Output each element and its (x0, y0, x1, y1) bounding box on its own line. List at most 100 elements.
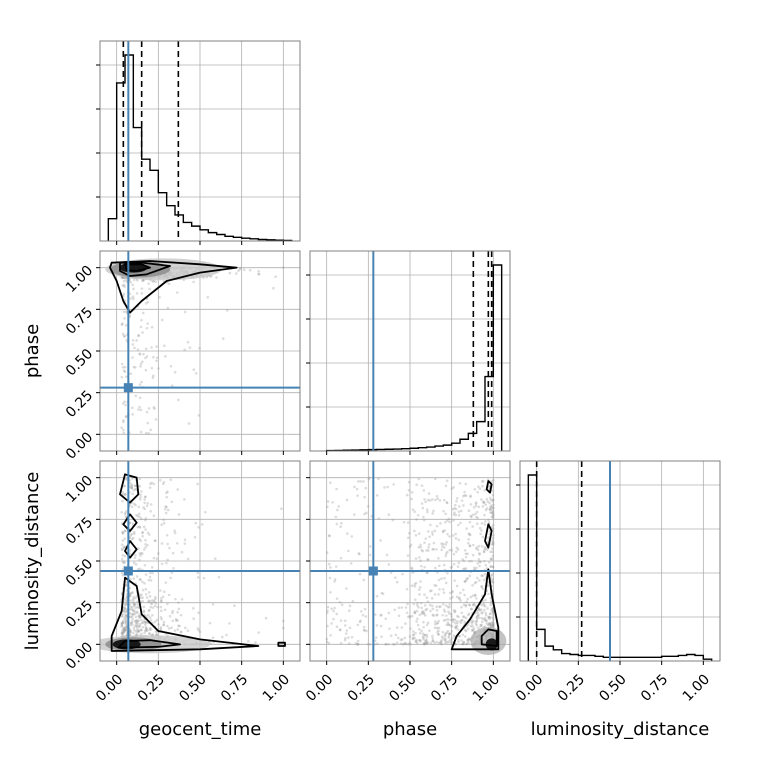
sample-point (466, 597, 470, 601)
sample-point (428, 499, 432, 502)
sample-point (162, 521, 166, 525)
sample-point (143, 563, 147, 567)
contour-outer (450, 568, 500, 651)
sample-point (414, 640, 418, 644)
sample-point (138, 567, 141, 571)
sample-point (481, 479, 485, 483)
sample-point (485, 497, 489, 501)
sample-point (415, 641, 419, 645)
sample-point (433, 529, 437, 533)
sample-point (487, 621, 491, 625)
sample-point (410, 491, 414, 494)
sample-point (162, 518, 165, 522)
sample-point (474, 502, 478, 506)
sample-point (491, 609, 494, 612)
sample-point (387, 642, 390, 646)
sample-point (350, 535, 354, 538)
sample-point (325, 611, 329, 615)
sample-point (140, 593, 143, 596)
sample-point (131, 339, 135, 342)
sample-point (491, 512, 495, 516)
sample-point (137, 334, 140, 337)
sample-point (406, 521, 410, 524)
y-tick-label: 0.75 (63, 304, 96, 337)
sample-point (136, 525, 140, 529)
sample-point (159, 609, 163, 613)
sample-point (491, 478, 495, 482)
sample-point (124, 620, 127, 623)
sample-point (436, 631, 439, 634)
sample-point (396, 636, 400, 640)
sample-point (132, 626, 136, 630)
sample-point (139, 365, 142, 368)
sample-point (130, 486, 134, 490)
sample-point (442, 546, 446, 549)
sample-point (206, 295, 210, 299)
sample-point (410, 584, 414, 588)
sample-point (209, 642, 213, 646)
sample-point (129, 599, 133, 602)
sample-point (423, 634, 427, 637)
sample-point (177, 398, 180, 402)
sample-point (431, 530, 434, 534)
sample-point (466, 639, 470, 642)
sample-point (443, 635, 447, 638)
sample-point (487, 486, 491, 489)
sample-point (326, 500, 330, 503)
sample-point (388, 627, 391, 631)
sample-point (197, 526, 200, 529)
sample-point (457, 505, 461, 508)
sample-point (451, 595, 454, 599)
sample-point (442, 619, 446, 622)
sample-point (489, 496, 492, 500)
sample-point (464, 628, 467, 632)
sample-point (159, 615, 163, 619)
sample-point (347, 609, 351, 612)
sample-point (474, 547, 478, 550)
sample-point (484, 613, 488, 617)
sample-point (413, 598, 417, 602)
sample-point (159, 605, 163, 609)
sample-point (441, 530, 445, 534)
sample-point (152, 482, 156, 486)
sample-point (413, 510, 416, 513)
sample-point (428, 629, 431, 632)
sample-point (155, 359, 158, 363)
sample-point (358, 572, 362, 576)
sample-point (491, 616, 495, 620)
sample-point (131, 601, 135, 605)
sample-point (450, 625, 454, 628)
sample-point (139, 362, 143, 366)
sample-point (282, 619, 285, 623)
sample-point (134, 503, 137, 507)
sample-point (129, 297, 132, 300)
sample-point (120, 426, 124, 430)
sample-point (144, 623, 147, 627)
sample-point (442, 498, 446, 502)
sample-point (455, 619, 458, 623)
sample-point (326, 624, 329, 628)
sample-point (394, 633, 398, 637)
sample-point (436, 497, 439, 500)
sample-point (129, 577, 132, 581)
sample-point (264, 616, 268, 620)
sample-point (448, 632, 452, 635)
sample-point (140, 517, 143, 521)
sample-point (407, 536, 410, 540)
sample-point (419, 639, 422, 643)
sample-point (462, 640, 465, 644)
sample-point (423, 593, 426, 596)
sample-point (487, 521, 491, 524)
sample-point (183, 538, 187, 542)
sample-point (123, 511, 127, 515)
sample-point (444, 520, 447, 524)
sample-point (138, 353, 142, 356)
sample-point (413, 585, 417, 588)
sample-point (470, 622, 474, 625)
sample-point (343, 619, 347, 623)
sample-point (144, 546, 147, 549)
sample-point (425, 549, 428, 552)
sample-point (444, 639, 447, 643)
sample-point (148, 599, 152, 603)
sample-point (443, 529, 447, 532)
